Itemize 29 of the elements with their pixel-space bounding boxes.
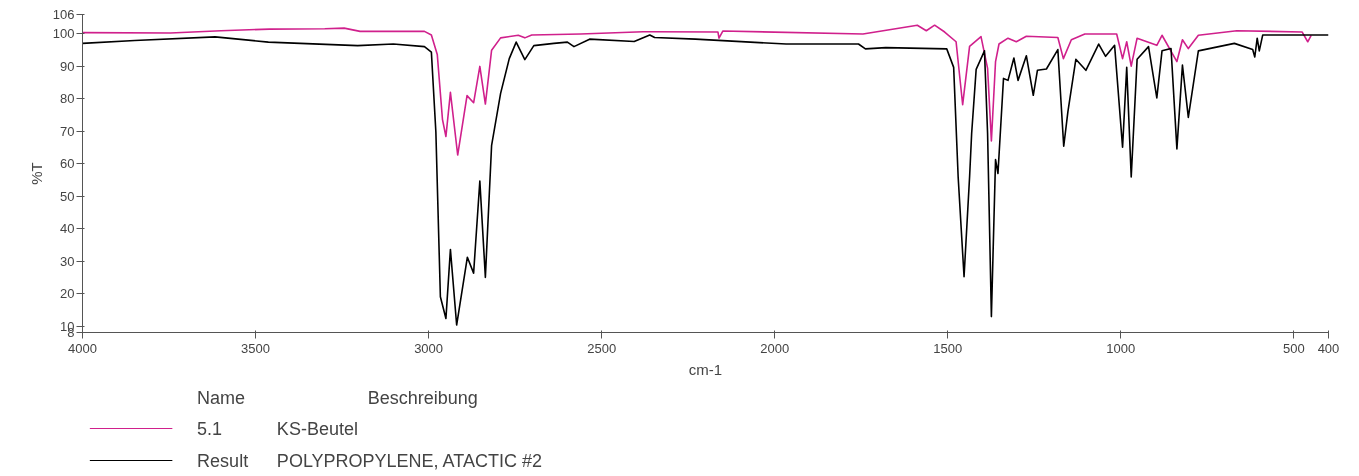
y-tick-label: 70 [60,123,75,139]
y-tick-label: 50 [60,188,75,204]
y-tick-label: 90 [60,58,75,74]
x-tick-label: 1500 [933,340,963,356]
x-tick-label: 3000 [414,340,444,356]
x-tick-label: 2000 [760,340,790,356]
y-tick-label: 100 [52,26,75,42]
y-tick-label: 106 [52,7,75,22]
text: KS-Beutel [276,418,358,439]
y-tick-label: 30 [60,253,75,269]
x-tick-label: 3500 [241,340,271,356]
line-series [82,34,1329,326]
x-tick-label: 4000 [68,340,97,356]
y-tick-label: 80 [60,91,75,107]
x-tick-label: 400 [1317,340,1340,356]
y-tick-label: 20 [60,286,75,302]
x-tick-label: 500 [1283,340,1305,356]
x-tick-label: 2500 [587,340,617,356]
text: POLYPROPYLENE, ATACTIC #2 [276,450,542,471]
legend-label: 5.1 [197,419,223,439]
text: Beschreibung [367,387,478,408]
x-axis-title: cm-1 [688,360,723,378]
legend-label: Result [197,450,249,471]
y-tick-label: 60 [60,156,75,172]
y-tick-label: 40 [60,221,75,237]
x-tick-label: 1000 [1106,340,1136,356]
text: Name [197,387,246,408]
y-axis-title: %T [27,162,45,185]
line-series [82,24,1312,156]
